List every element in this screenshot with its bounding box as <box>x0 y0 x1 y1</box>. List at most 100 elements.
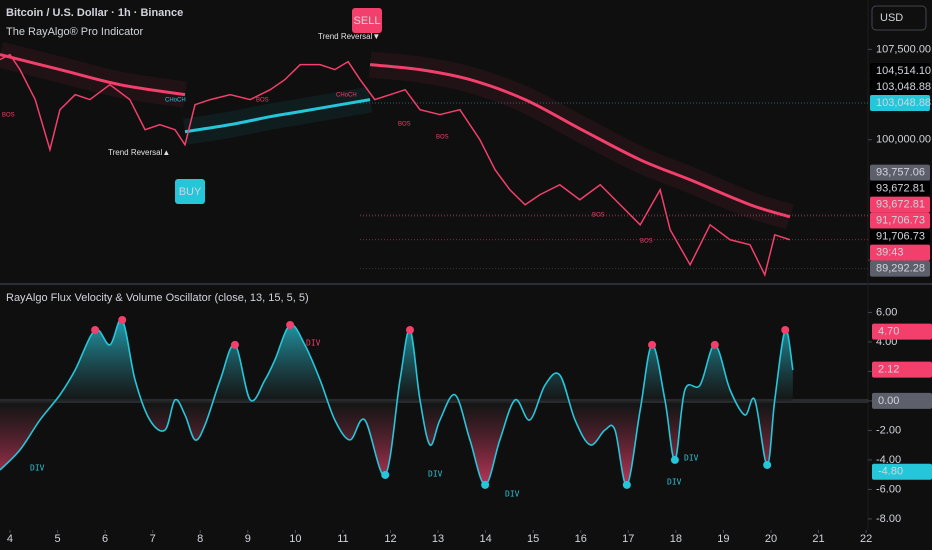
currency-button[interactable] <box>871 5 927 31</box>
x-tick-label: 22 <box>860 533 872 545</box>
structure-label: BOS <box>592 213 605 219</box>
x-tick-label: 9 <box>245 533 251 545</box>
divergence-label: DIV <box>684 454 699 463</box>
extreme-dot <box>670 455 679 464</box>
extreme-dot <box>710 340 719 349</box>
y-tick-label: -6.00 <box>876 483 901 495</box>
price-label-text: 103,048.88 <box>876 81 931 93</box>
price-label-bg <box>870 62 930 79</box>
oscillator-title: RayAlgo Flux Velocity & Volume Oscillato… <box>6 292 309 304</box>
price-label-text: 104,514.10 <box>876 65 931 77</box>
value-box: 2.12 <box>872 361 932 378</box>
value-box-text: -4.80 <box>878 466 903 478</box>
value-box-bg <box>872 463 932 480</box>
price-label: 93,672.81 <box>870 196 930 213</box>
price-label: 91,706.73 <box>870 212 930 229</box>
structure-label: BOS <box>2 113 15 119</box>
extreme-dot <box>381 470 390 479</box>
divergence-label: DIV <box>667 478 682 487</box>
y-tick-label: 6.00 <box>876 306 897 318</box>
x-tick-label: 19 <box>717 533 729 545</box>
price-label: 39:43 <box>870 244 930 261</box>
divergence-label: DIV <box>306 339 321 348</box>
value-box-bg <box>872 361 932 378</box>
value-box: 0.00 <box>872 392 932 409</box>
y-tick-label: -8.00 <box>876 513 901 525</box>
price-label-text: 93,672.81 <box>876 199 925 211</box>
structure-label: BOS <box>436 135 449 141</box>
divergence-label: DIV <box>505 490 520 499</box>
price-label: 93,757.06 <box>870 164 930 181</box>
structure-label: BOS <box>398 122 411 128</box>
value-box-text: 2.12 <box>878 364 899 376</box>
price-label: 104,514.10 <box>870 62 931 79</box>
structure-label: BOS <box>256 98 269 104</box>
signal-text: SELL <box>354 15 381 27</box>
signal-box <box>352 8 382 33</box>
x-tick-label: 13 <box>432 533 444 545</box>
price-label: 93,672.81 <box>870 180 930 197</box>
price-label-text: 93,672.81 <box>876 183 925 195</box>
price-label-text: 103,048.88 <box>876 97 931 109</box>
value-box-bg <box>872 392 932 409</box>
price-line <box>0 53 791 277</box>
x-tick-label: 21 <box>812 533 824 545</box>
price-label-text: 93,757.06 <box>876 167 925 179</box>
x-tick-label: 10 <box>289 533 301 545</box>
x-tick-label: 14 <box>479 533 491 545</box>
structure-label: CHoCH <box>165 98 186 104</box>
price-label-bg <box>870 244 930 261</box>
x-tick-label: 15 <box>527 533 539 545</box>
extreme-dot <box>286 320 295 329</box>
value-box: 4.70 <box>872 323 932 340</box>
price-label-bg <box>870 196 930 213</box>
x-tick-label: 8 <box>197 533 203 545</box>
trend-line <box>369 63 791 219</box>
price-label: 91,706.73 <box>870 228 930 245</box>
value-box-text: 4.70 <box>878 326 899 338</box>
value-box-text: 0.00 <box>878 395 899 407</box>
divergence-label: DIV <box>428 470 443 479</box>
y-tick-label: 107,500.00 <box>876 43 931 55</box>
y-tick-label: 100,000.00 <box>876 134 931 146</box>
x-tick-label: 18 <box>670 533 682 545</box>
x-tick-label: 5 <box>54 533 60 545</box>
divergence-label: DIV <box>30 464 45 473</box>
price-label-bg <box>870 212 930 229</box>
trend-line <box>0 53 186 97</box>
currency-label[interactable]: USD <box>880 12 903 24</box>
price-label-bg <box>870 94 930 111</box>
price-label-bg <box>870 78 930 95</box>
price-label-text: 39:43 <box>876 247 904 259</box>
oscillator-line <box>0 318 794 486</box>
extreme-dot <box>763 460 772 469</box>
price-label-bg <box>870 180 930 197</box>
x-tick-label: 20 <box>765 533 777 545</box>
price-label: 103,048.88 <box>870 94 931 111</box>
signal-box <box>175 179 205 204</box>
y-tick-label: -2.00 <box>876 424 901 436</box>
price-label-bg <box>870 228 930 245</box>
extreme-dot <box>781 325 790 334</box>
signal-text: BUY <box>179 186 202 198</box>
x-tick-label: 7 <box>150 533 156 545</box>
extreme-dot <box>118 315 127 324</box>
x-tick-label: 17 <box>622 533 634 545</box>
symbol-title: Bitcoin / U.S. Dollar · 1h · Binance <box>6 7 183 19</box>
x-tick-label: 4 <box>7 533 13 545</box>
price-label: 89,292.28 <box>870 260 930 277</box>
structure-label: BOS <box>640 239 653 245</box>
extreme-dot <box>481 480 490 489</box>
value-box: -4.80 <box>872 463 932 480</box>
price-label-text: 91,706.73 <box>876 215 925 227</box>
extreme-dot <box>230 340 239 349</box>
price-label-text: 91,706.73 <box>876 231 925 243</box>
extreme-dot <box>91 325 100 334</box>
trend-reversal-label: Trend Reversal▼ <box>318 32 380 41</box>
extreme-dot <box>648 340 657 349</box>
price-label: 103,048.88 <box>870 78 931 95</box>
structure-label: CHoCH <box>336 93 357 99</box>
price-label-bg <box>870 260 930 277</box>
indicator-title: The RayAlgo® Pro Indicator <box>6 26 143 38</box>
